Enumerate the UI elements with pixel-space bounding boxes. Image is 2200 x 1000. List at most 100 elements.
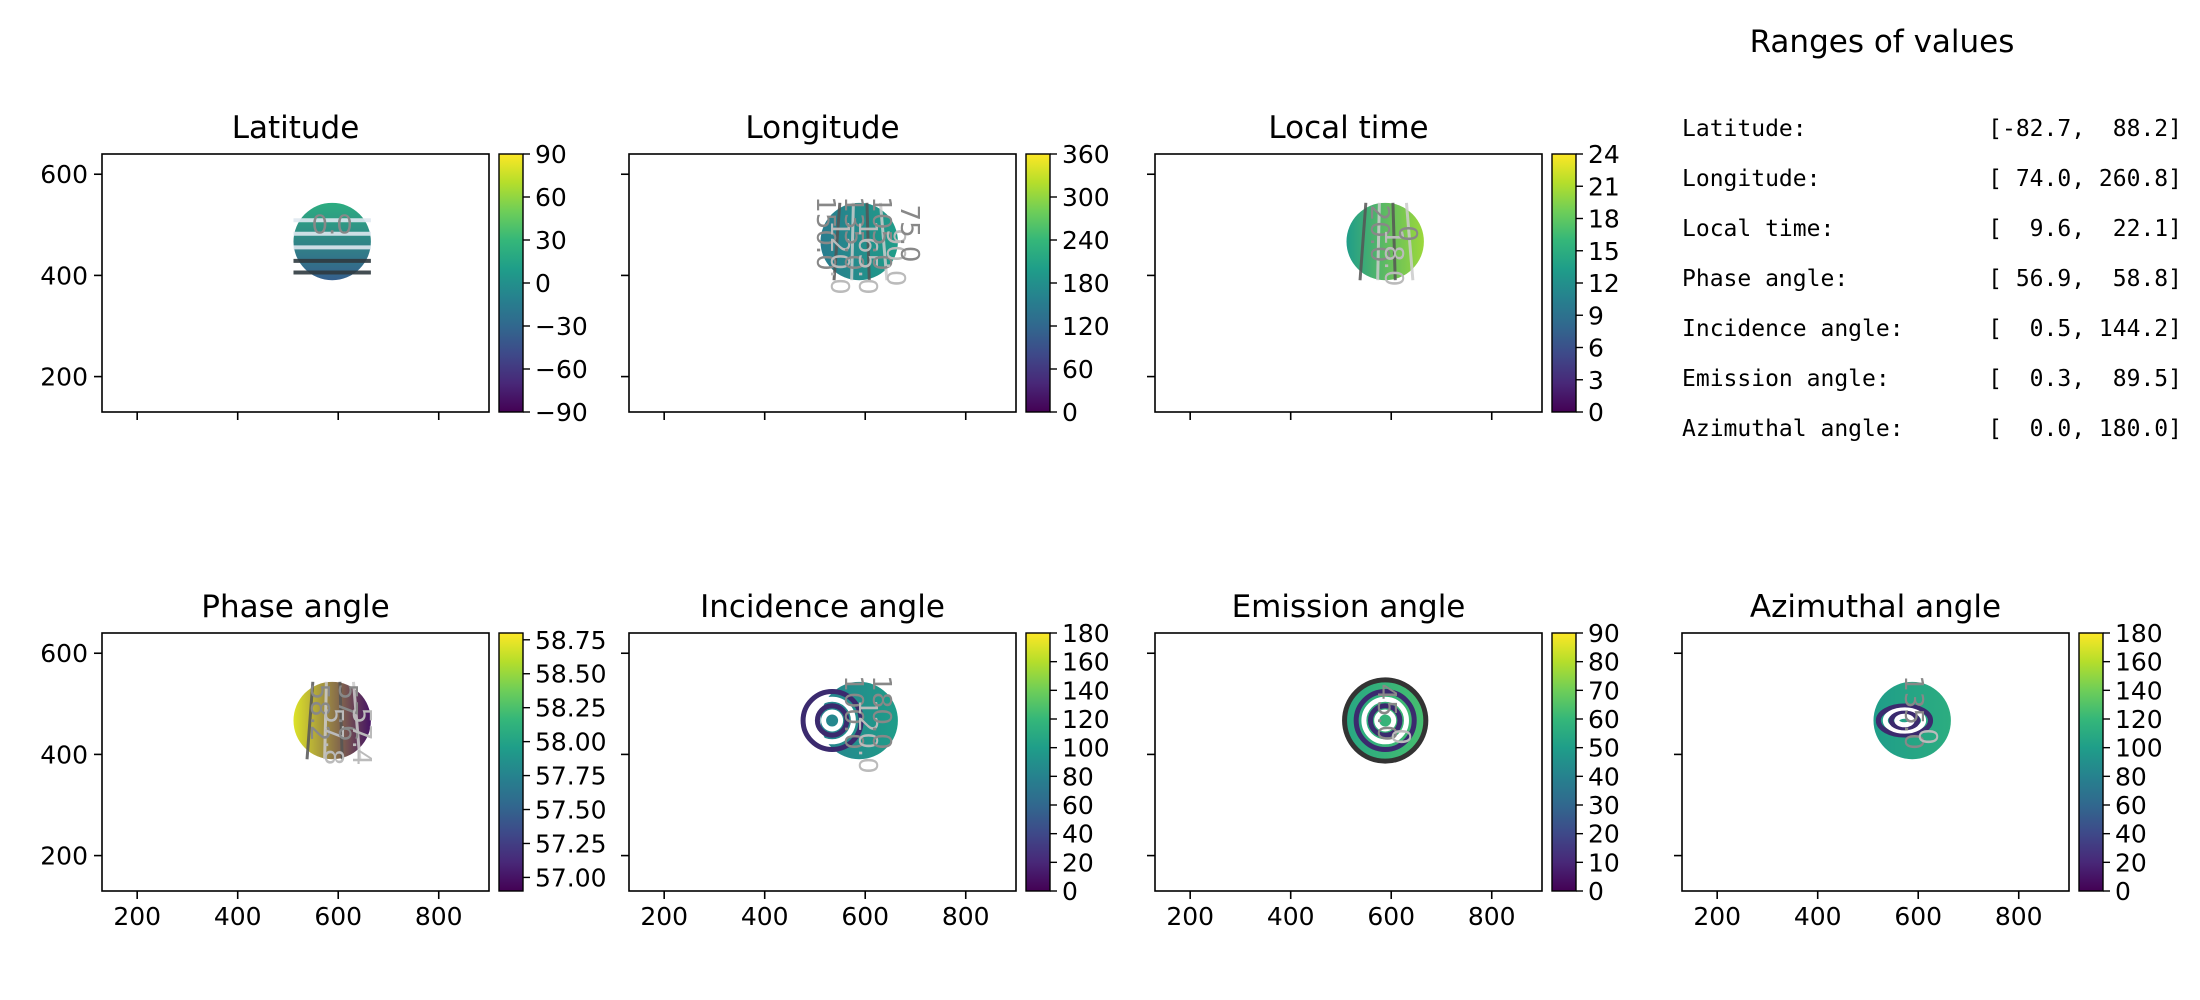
x-tick-label: 800 — [1468, 902, 1516, 931]
contour-line — [850, 202, 855, 281]
colorbar-tick-label: 57.00 — [535, 863, 607, 892]
range-label: Longitude: — [1682, 166, 1821, 192]
colorbar-tick-label: 20 — [1588, 820, 1620, 849]
contour-label: 57.4 — [346, 708, 376, 766]
colorbar-tick-label: 21 — [1588, 172, 1620, 201]
contour-line — [1376, 202, 1381, 281]
x-tick-label: 200 — [1166, 902, 1214, 931]
x-tick-label: 400 — [741, 902, 789, 931]
x-tick-label: 200 — [113, 902, 161, 931]
x-tick-label: 600 — [841, 902, 889, 931]
colorbar-tick-label: 57.25 — [535, 829, 607, 858]
colorbar-tick-label: 6 — [1588, 334, 1604, 363]
plot-area — [293, 681, 371, 760]
colorbar-tick-label: 360 — [1062, 140, 1110, 169]
subplot-phase-angle: Phase angle 58.257.857.657.4 200 400 600 800 2… — [40, 589, 606, 931]
contour-line — [1342, 677, 1429, 764]
contour-line — [338, 681, 344, 760]
colorbar-tick-label: 24 — [1588, 140, 1620, 169]
contour-line — [832, 202, 842, 281]
colorbar-tick-label: 60 — [1062, 791, 1094, 820]
colorbar-tick-label: 10 — [1588, 848, 1620, 877]
range-label: Phase angle: — [1682, 266, 1849, 292]
colorbar-tick-label: −30 — [535, 312, 588, 341]
colorbar-tick-label: −90 — [535, 398, 588, 427]
x-tick-label: 200 — [640, 902, 688, 931]
colorbar-tick-label: 57.50 — [535, 796, 607, 825]
contour-line — [1875, 703, 1934, 738]
axes-frame — [1154, 632, 1543, 892]
range-label: Local time: — [1682, 216, 1835, 242]
panel-title: Incidence angle — [700, 589, 945, 625]
range-label: Azimuthal angle: — [1682, 416, 1904, 442]
contour-label: 135.0 — [1898, 675, 1928, 749]
contour-line — [814, 703, 850, 738]
contour-label: 20.0 — [1364, 205, 1394, 263]
x-tick-label: 600 — [1367, 902, 1415, 931]
panel-title: Latitude — [232, 110, 360, 146]
panel-title: Phase angle — [201, 589, 389, 625]
contour-label: 57.6 — [332, 684, 362, 742]
panel-title: Emission angle — [1232, 589, 1466, 625]
ranges-panel: Ranges of values Latitude: [-82.7, 88.2] … — [1682, 24, 2182, 442]
colorbar-tick-label: 140 — [2115, 676, 2163, 705]
axes-frame — [101, 632, 490, 892]
range-value: [ 0.3, 89.5] — [1988, 366, 2182, 392]
colorbar-tick-label: 120 — [2115, 705, 2163, 734]
colorbar-tick-label: 60 — [1588, 705, 1620, 734]
colorbar-tick-label: 58.25 — [535, 694, 607, 723]
contour-label: 180.0 — [866, 675, 896, 749]
colorbar-tick-label: 57.75 — [535, 762, 607, 791]
colorbar-tick-label: 180 — [1062, 269, 1110, 298]
colorbar-tick-label: 40 — [2115, 820, 2147, 849]
axes-frame — [1154, 153, 1543, 413]
colorbar-tick-label: 180 — [2115, 619, 2163, 648]
contour-line — [1374, 709, 1397, 732]
axes-frame — [101, 153, 490, 413]
colorbar-tick-label: 60 — [2115, 791, 2147, 820]
range-value: [ 9.6, 22.1] — [1988, 216, 2182, 242]
colorbar-tick-label: 100 — [2115, 734, 2163, 763]
contour-line — [1391, 202, 1397, 281]
contour-label: 58.2 — [304, 684, 334, 742]
x-tick-label: 600 — [1894, 902, 1942, 931]
colorbar-tick-label: 240 — [1062, 226, 1110, 255]
colorbar-tick-label: 90 — [535, 140, 567, 169]
colorbar-tick-label: 120 — [1062, 312, 1110, 341]
contour-line — [1361, 696, 1409, 745]
x-tick-label: 800 — [415, 902, 463, 931]
colorbar-tick-label: 58.00 — [535, 728, 607, 757]
colorbar-tick-label: 0 — [2115, 877, 2131, 906]
y-tick-label: 400 — [40, 261, 88, 290]
contour-line — [1353, 688, 1417, 753]
x-tick-label: 400 — [1794, 902, 1842, 931]
contour-label: 150.0 — [810, 196, 840, 270]
y-tick-label: 200 — [40, 842, 88, 871]
range-value: [ 56.9, 58.8] — [1988, 266, 2182, 292]
ranges-title: Ranges of values — [1749, 24, 2015, 60]
colorbar-tick-label: 100 — [1062, 734, 1110, 763]
contour-line — [878, 202, 889, 281]
x-tick-label: 400 — [214, 902, 262, 931]
colorbar-tick-label: 30 — [1588, 791, 1620, 820]
colorbar-tick-label: 160 — [1062, 648, 1110, 677]
colorbar-tick-label: 90 — [1588, 619, 1620, 648]
contour-line — [351, 681, 362, 760]
colorbar-tick-label: 140 — [1062, 676, 1110, 705]
contour-label: 0.0 — [312, 211, 353, 241]
colorbar-tick-label: 15 — [1588, 237, 1620, 266]
colorbar-tick-label: 50 — [1588, 734, 1620, 763]
contour-label: 0 — [1912, 728, 1942, 745]
plot-area — [1342, 677, 1429, 764]
colorbar-tick-label: 0 — [1062, 877, 1078, 906]
colorbar-tick-label: 60 — [535, 183, 567, 212]
colorbar-tick-label: 180 — [1062, 619, 1110, 648]
colorbar-tick-label: 0 — [1062, 398, 1078, 427]
colorbar — [2078, 632, 2104, 892]
subplot-latitude: Latitude 0.0 200 400 600 −90 −60 −30 0 30 60 90 — [40, 110, 587, 427]
x-tick-label: 600 — [314, 902, 362, 931]
contour-label: 75.0 — [894, 205, 924, 263]
contour-line — [305, 681, 315, 760]
